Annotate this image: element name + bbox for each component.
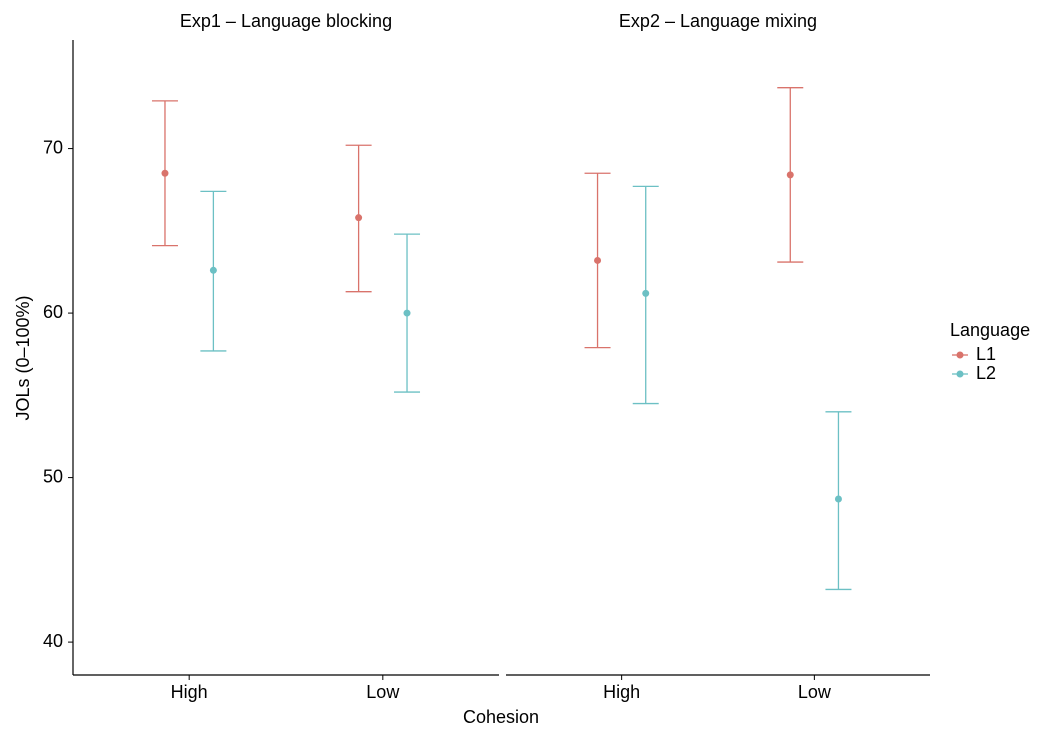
y-tick-label: 40 [43, 631, 63, 651]
y-axis-label: JOLs (0–100%) [13, 295, 33, 420]
point [403, 309, 411, 317]
y-tick-label: 50 [43, 466, 63, 486]
facet-title: Exp2 – Language mixing [619, 11, 817, 31]
legend-label: L1 [976, 344, 996, 364]
x-tick-label: High [171, 682, 208, 702]
point [834, 495, 842, 503]
legend-label: L2 [976, 363, 996, 383]
point [594, 256, 602, 264]
legend-key [956, 370, 964, 378]
y-tick-label: 70 [43, 137, 63, 157]
point [161, 169, 169, 177]
point [355, 214, 363, 222]
point [786, 171, 794, 179]
x-axis-label: Cohesion [463, 707, 539, 727]
x-tick-label: Low [366, 682, 400, 702]
legend-key [956, 351, 964, 359]
x-tick-label: Low [798, 682, 832, 702]
legend-title: Language [950, 320, 1030, 340]
y-tick-label: 60 [43, 302, 63, 322]
point [209, 266, 217, 274]
point [642, 289, 650, 297]
x-tick-label: High [603, 682, 640, 702]
facet-title: Exp1 – Language blocking [180, 11, 392, 31]
